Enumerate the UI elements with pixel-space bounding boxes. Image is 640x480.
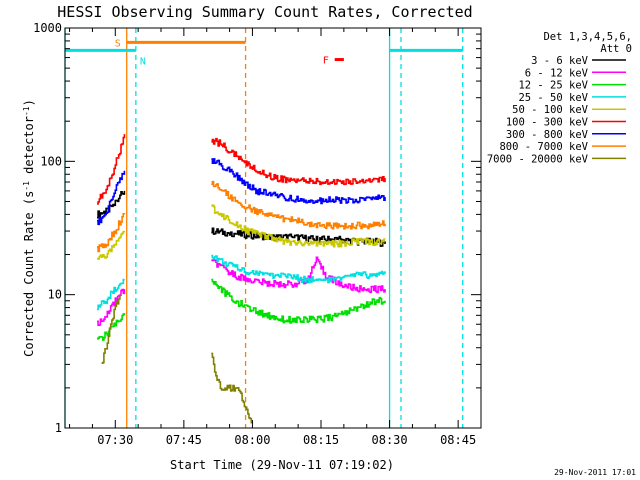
legend-label-6: 100 - 300 keV bbox=[506, 117, 589, 129]
legend-label-2: 6 - 12 keV bbox=[525, 67, 589, 79]
series-line-5-segment-1 bbox=[97, 230, 126, 260]
series-line-9-segment-2 bbox=[211, 352, 254, 424]
legend-label-4: 25 - 50 keV bbox=[518, 92, 588, 104]
series-line-4-segment-2 bbox=[211, 254, 386, 284]
series-line-5-segment-2 bbox=[211, 204, 386, 248]
flag-label-f: F bbox=[323, 56, 329, 67]
legend-label-9: 7000 - 20000 keV bbox=[487, 153, 589, 165]
y-tick-label-3: 100 bbox=[40, 154, 62, 168]
legend-label-3: 12 - 25 keV bbox=[518, 80, 588, 92]
x-tick-label-5: 08:30 bbox=[372, 433, 408, 447]
series-line-8-segment-1 bbox=[97, 213, 126, 253]
y-axis: 1 10 100 1000 bbox=[33, 21, 481, 435]
series-line-7-segment-1 bbox=[97, 170, 126, 226]
series-line-6-segment-2 bbox=[211, 137, 386, 186]
series-line-3-segment-2 bbox=[211, 278, 386, 324]
series-line-7-segment-2 bbox=[211, 158, 386, 205]
plot-area: S N F bbox=[64, 28, 464, 428]
x-axis-label: Start Time (29-Nov-11 07:19:02) bbox=[170, 458, 394, 472]
legend-header-line-1: Det 1,3,4,5,6, bbox=[543, 31, 632, 43]
y-tick-label-2: 10 bbox=[48, 288, 62, 302]
flag-label-s: S bbox=[115, 38, 121, 49]
x-tick-label-1: 07:30 bbox=[97, 433, 133, 447]
x-tick-label-2: 07:45 bbox=[166, 433, 202, 447]
legend-header-line-2: Att 0 bbox=[600, 43, 632, 55]
series-line-1-segment-1 bbox=[97, 190, 126, 219]
y-tick-label-4: 1000 bbox=[33, 21, 62, 35]
legend-label-7: 300 - 800 keV bbox=[506, 129, 589, 141]
flag-label-n: N bbox=[140, 56, 146, 67]
legend-label-1: 3 - 6 keV bbox=[531, 55, 589, 67]
series-line-4-segment-1 bbox=[97, 278, 126, 311]
legend-label-8: 800 - 7000 keV bbox=[499, 141, 588, 153]
x-tick-label-3: 08:00 bbox=[234, 433, 270, 447]
series-line-9-segment-1 bbox=[101, 294, 121, 364]
timestamp: 29-Nov-2011 17:01 bbox=[554, 468, 636, 477]
series-line-2-segment-2 bbox=[211, 256, 386, 294]
x-tick-label-4: 08:15 bbox=[303, 433, 339, 447]
series-line-6-segment-1 bbox=[97, 134, 126, 205]
y-axis-label: Corrected Count Rate (s-1 detector-1) bbox=[22, 99, 37, 357]
chart-title: HESSI Observing Summary Count Rates, Cor… bbox=[57, 3, 472, 21]
x-axis: 07:30 07:45 08:00 08:15 08:30 08:45 bbox=[69, 28, 476, 447]
plot-frame bbox=[64, 27, 482, 429]
y-tick-label-1: 1 bbox=[55, 421, 62, 435]
x-tick-label-6: 08:45 bbox=[440, 433, 476, 447]
series-line-8-segment-2 bbox=[211, 180, 386, 230]
legend-label-5: 50 - 100 keV bbox=[512, 104, 589, 116]
